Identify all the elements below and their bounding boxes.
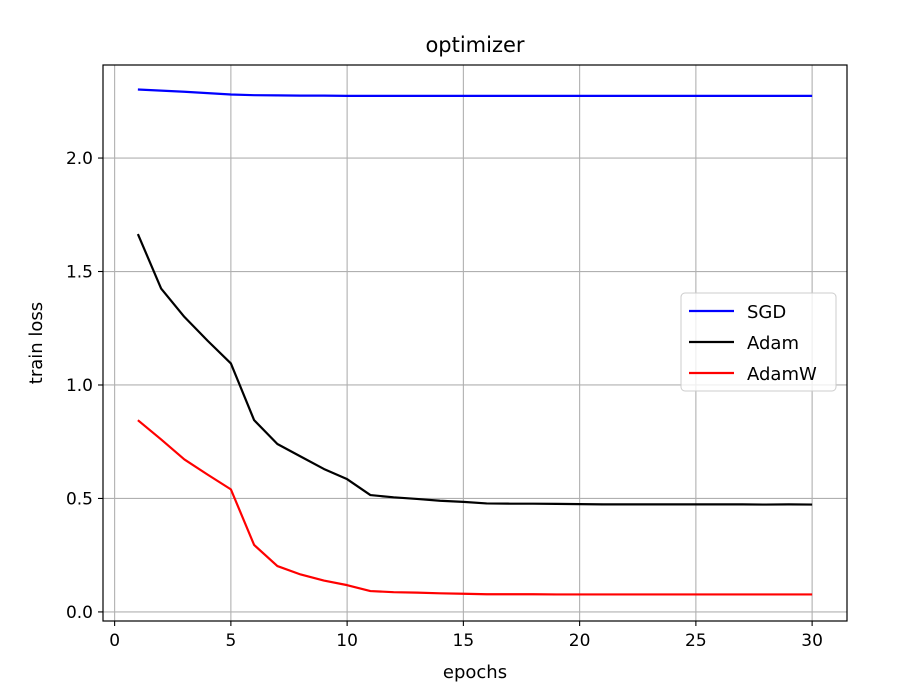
x-tick-label: 20 xyxy=(569,631,591,651)
legend: SGD Adam AdamW xyxy=(680,292,837,392)
x-tick-label: 10 xyxy=(336,631,358,651)
y-tick-label: 1.5 xyxy=(66,263,93,283)
series-line-adam xyxy=(136,233,813,506)
chart-title: optimizer xyxy=(425,33,524,57)
x-axis-label: epochs xyxy=(443,662,507,683)
y-axis-label: train loss xyxy=(26,302,47,384)
y-tick-label: 2.0 xyxy=(66,149,93,169)
legend-box xyxy=(680,292,837,392)
x-tick-label: 0 xyxy=(109,631,120,651)
y-tick-label: 1.0 xyxy=(66,376,93,396)
series-line-sgd xyxy=(137,88,813,97)
legend-label-adamw: AdamW xyxy=(747,364,817,385)
x-tick-label: 15 xyxy=(453,631,475,651)
series-line-adamw xyxy=(137,419,813,596)
plot-frame xyxy=(102,64,848,622)
x-tick-label: 5 xyxy=(225,631,236,651)
x-tick-label: 25 xyxy=(685,631,707,651)
axis-ticks: 0 5 10 15 20 25 30 0.0 0.5 1.0 1.5 2.0 xyxy=(66,149,823,651)
y-tick-label: 0.5 xyxy=(66,489,93,509)
x-tick-label: 30 xyxy=(801,631,823,651)
legend-label-sgd: SGD xyxy=(747,302,786,323)
y-tick-label: 0.0 xyxy=(66,603,93,623)
series-lines xyxy=(136,88,813,596)
legend-label-adam: Adam xyxy=(747,333,799,354)
